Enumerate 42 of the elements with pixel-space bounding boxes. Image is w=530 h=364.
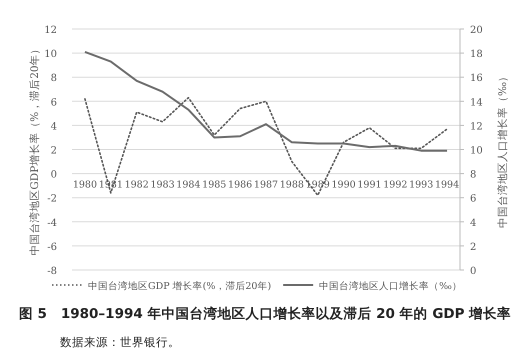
x-tick-label: 1987 bbox=[254, 180, 278, 191]
x-tick-label: 1984 bbox=[176, 180, 200, 191]
y-tick-label: 4 bbox=[50, 121, 57, 132]
y2-tick-label: 20 bbox=[470, 25, 483, 36]
y2-axis-title: 中国台湾地区人口增长率（‰） bbox=[496, 70, 509, 228]
y-tick-label: -8 bbox=[47, 266, 57, 277]
line-series bbox=[84, 50, 448, 152]
x-tick-label: 1993 bbox=[409, 180, 434, 191]
x-tick-label: 1986 bbox=[228, 180, 252, 191]
y-tick-label: 6 bbox=[50, 97, 57, 108]
x-tick-label: 1991 bbox=[357, 180, 382, 191]
legend-label: 中国台湾地区人口增长率（‰） bbox=[319, 280, 462, 292]
y2-tick-label: 10 bbox=[470, 146, 483, 156]
y-tick-label: -6 bbox=[47, 242, 57, 253]
y-tick-label: 8 bbox=[50, 73, 57, 84]
y-tick-label: -4 bbox=[47, 218, 57, 229]
y2-tick-label: 0 bbox=[470, 266, 476, 277]
y2-tick-label: 6 bbox=[470, 194, 476, 205]
y-tick-label: 2 bbox=[50, 146, 57, 156]
y2-tick-label: 16 bbox=[470, 73, 483, 84]
y-axis-title: 中国台湾地区GDP增长率（%，滞后20年） bbox=[28, 43, 41, 256]
x-tick-label: 1988 bbox=[280, 180, 304, 191]
x-tick-label: 1990 bbox=[332, 180, 356, 191]
y-tick-label: 0 bbox=[50, 170, 57, 181]
y-tick-label: 10 bbox=[44, 49, 57, 60]
x-tick-label: 1985 bbox=[202, 180, 226, 191]
source-note: 数据来源：世界银行。 bbox=[60, 335, 180, 349]
x-tick-label: 1994 bbox=[434, 180, 460, 191]
x-tick-label: 1983 bbox=[150, 180, 175, 191]
y-tick-label: 12 bbox=[44, 25, 57, 36]
y2-tick-label: 4 bbox=[470, 218, 476, 229]
x-tick-label: 1980 bbox=[72, 180, 98, 191]
y2-tick-label: 12 bbox=[470, 121, 483, 132]
x-tick-label: 1992 bbox=[383, 180, 408, 191]
y2-tick-label: 8 bbox=[470, 170, 476, 181]
text: 图 5 1980–1994 年中国台湾地区人口增长率以及滞后 20 年的 GDP 增长率 bbox=[18, 305, 512, 322]
y2-tick-label: 18 bbox=[470, 49, 483, 60]
y-tick-label: -2 bbox=[47, 194, 57, 205]
x-tick-label: 1982 bbox=[124, 180, 149, 191]
y2-tick-label: 14 bbox=[470, 97, 483, 108]
y2-tick-label: 2 bbox=[470, 242, 476, 253]
legend-label: 中国台湾地区GDP 增长率(%，滞后20年) bbox=[88, 280, 272, 292]
